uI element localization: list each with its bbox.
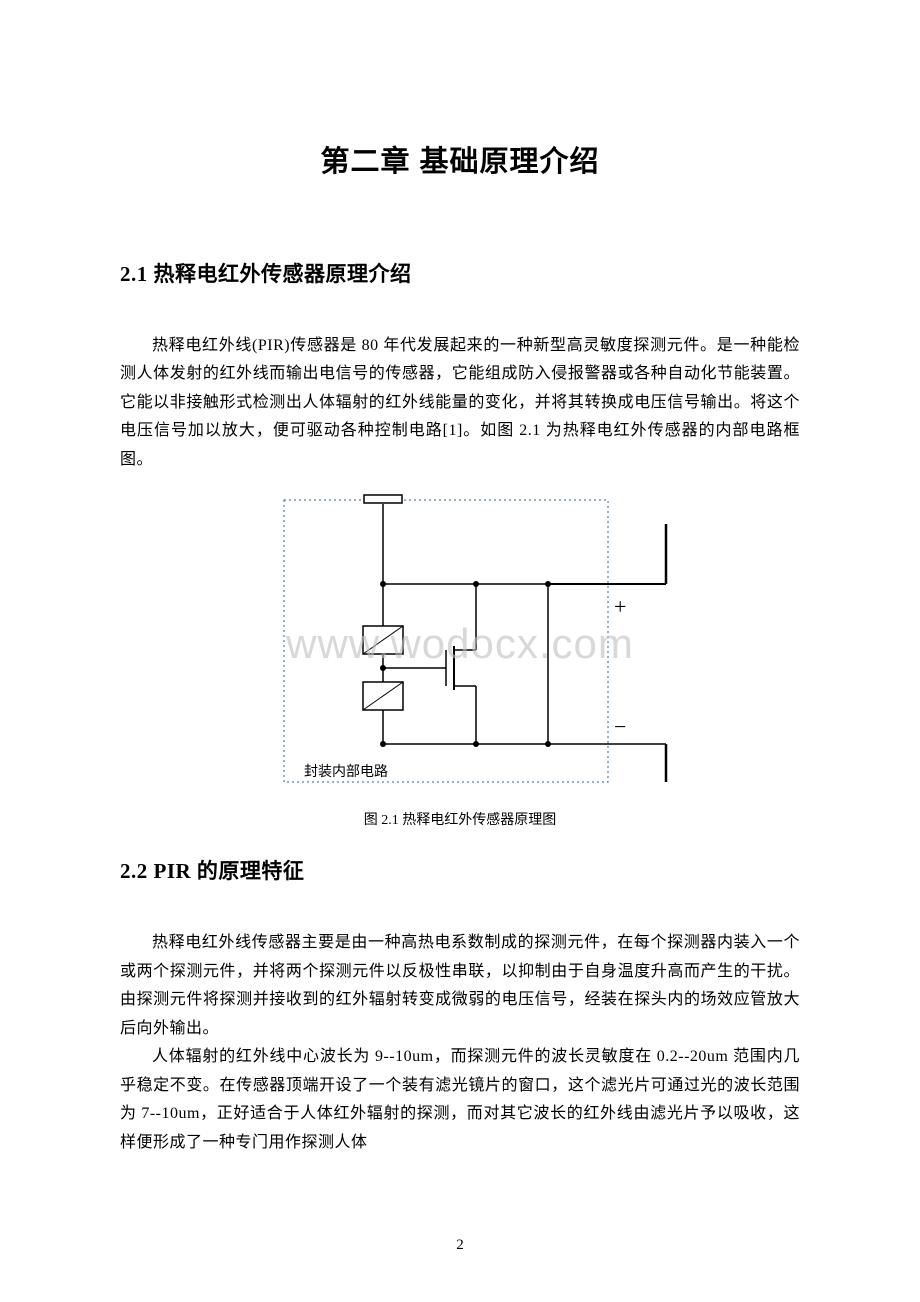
circuit-svg: + − 封装内部电路 bbox=[238, 486, 683, 796]
caption-text: 热释电红外传感器原理图 bbox=[402, 813, 556, 828]
section-2-2-para-1: 热释电红外线传感器主要是由一种高热电系数制成的探测元件，在每个探测器内装入一个或… bbox=[120, 929, 800, 1043]
page-number: 2 bbox=[456, 1237, 464, 1254]
chapter-title: 第二章 基础原理介绍 bbox=[120, 138, 800, 180]
diagram-caption: 图 2.1 热释电红外传感器原理图 bbox=[120, 809, 800, 829]
svg-text:封装内部电路: 封装内部电路 bbox=[304, 764, 388, 780]
section-2-1-para-1: 热释电红外线(PIR)传感器是 80 年代发展起来的一种新型高灵敏度探测元件。是… bbox=[120, 332, 800, 474]
circuit-diagram: +−封装内部电路 www.wodocx.com bbox=[238, 486, 683, 801]
section-2-2-heading: 2.2 PIR 的原理特征 bbox=[120, 855, 800, 885]
svg-text:−: − bbox=[614, 714, 626, 739]
caption-number: 图 2.1 bbox=[364, 813, 403, 828]
section-2-2-para-2: 人体辐射的红外线中心波长为 9--10um，而探测元件的波长灵敏度在 0.2--… bbox=[120, 1043, 800, 1157]
section-2-1-heading: 2.1 热释电红外传感器原理介绍 bbox=[120, 258, 800, 288]
svg-text:+: + bbox=[614, 594, 626, 619]
